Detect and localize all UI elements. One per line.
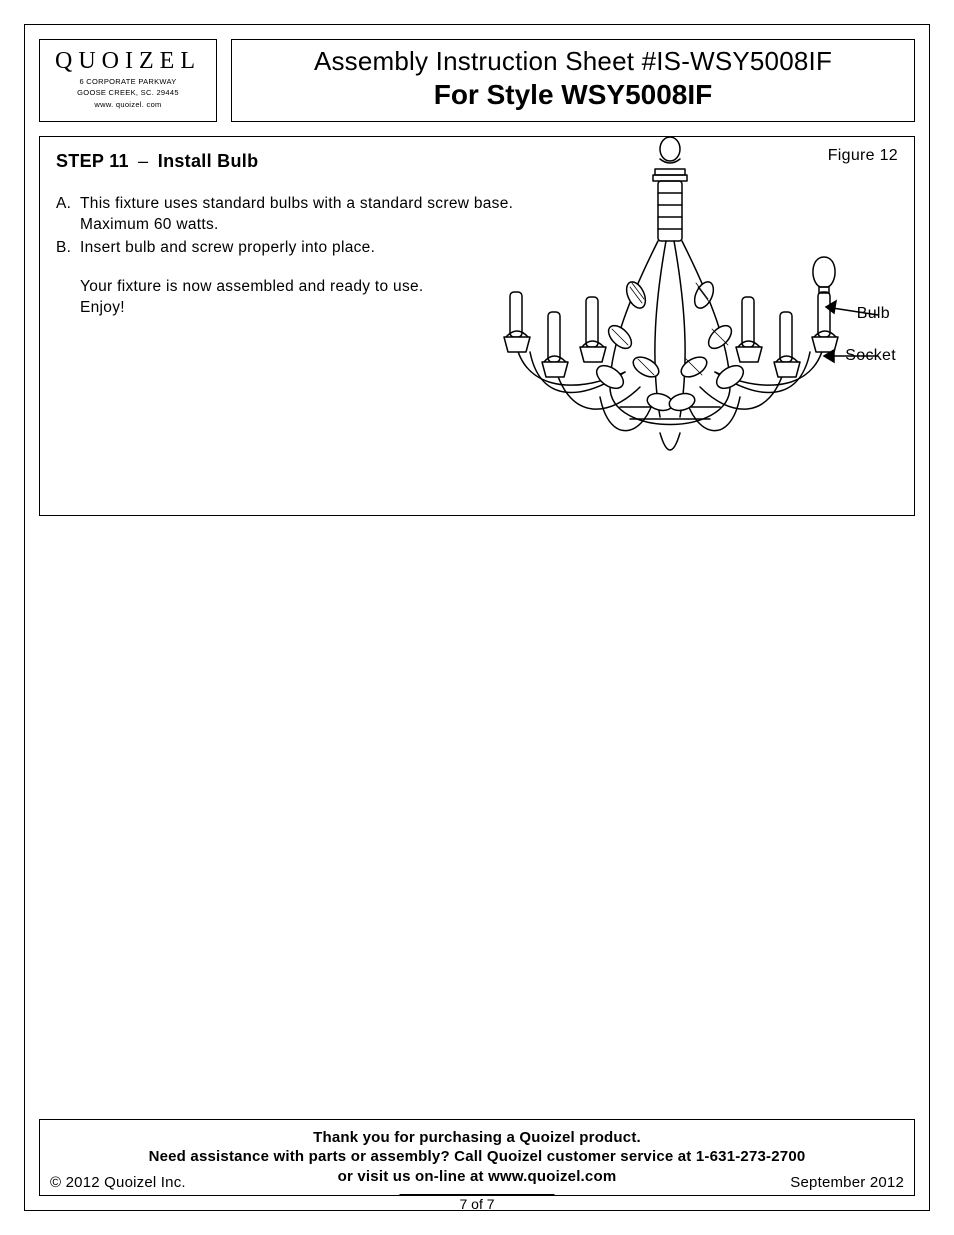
header-row: QUOIZEL 6 CORPORATE PARKWAY GOOSE CREEK,… <box>39 39 915 122</box>
step-dash: – <box>138 151 148 171</box>
footer-copyright: © 2012 Quoizel Inc. <box>50 1174 186 1191</box>
step-number: STEP 11 <box>56 151 129 171</box>
thank-line2: Need assistance with parts or assembly? … <box>50 1147 904 1167</box>
logo-box: QUOIZEL 6 CORPORATE PARKWAY GOOSE CREEK,… <box>39 39 217 122</box>
footer-box: Thank you for purchasing a Quoizel produ… <box>39 1119 915 1197</box>
title-line1: Assembly Instruction Sheet #IS-WSY5008IF <box>242 46 904 77</box>
title-box: Assembly Instruction Sheet #IS-WSY5008IF… <box>231 39 915 122</box>
step-item-label: A. <box>56 194 80 236</box>
step-name: Install Bulb <box>158 151 259 171</box>
arrow-bulb <box>820 297 880 327</box>
chandelier-diagram <box>460 137 880 497</box>
step-item-label: B. <box>56 238 80 259</box>
page: QUOIZEL 6 CORPORATE PARKWAY GOOSE CREEK,… <box>0 0 954 1235</box>
logo-addr1: 6 CORPORATE PARKWAY <box>46 77 210 86</box>
logo-addr3: www. quoizel. com <box>46 100 210 109</box>
logo-addr2: GOOSE CREEK, SC. 29445 <box>46 88 210 97</box>
thank-line1: Thank you for purchasing a Quoizel produ… <box>50 1128 904 1148</box>
footer-date: September 2012 <box>790 1174 904 1191</box>
title-line2: For Style WSY5008IF <box>242 79 904 111</box>
outer-border: QUOIZEL 6 CORPORATE PARKWAY GOOSE CREEK,… <box>24 24 930 1211</box>
arrow-socket <box>818 342 880 368</box>
step-item-text: Insert bulb and screw properly into plac… <box>80 238 375 259</box>
step-box: STEP 11 – Install Bulb Figure 12 A. This… <box>39 136 915 516</box>
page-number: 7 of 7 <box>399 1194 554 1212</box>
logo-brand: QUOIZEL <box>46 48 210 75</box>
